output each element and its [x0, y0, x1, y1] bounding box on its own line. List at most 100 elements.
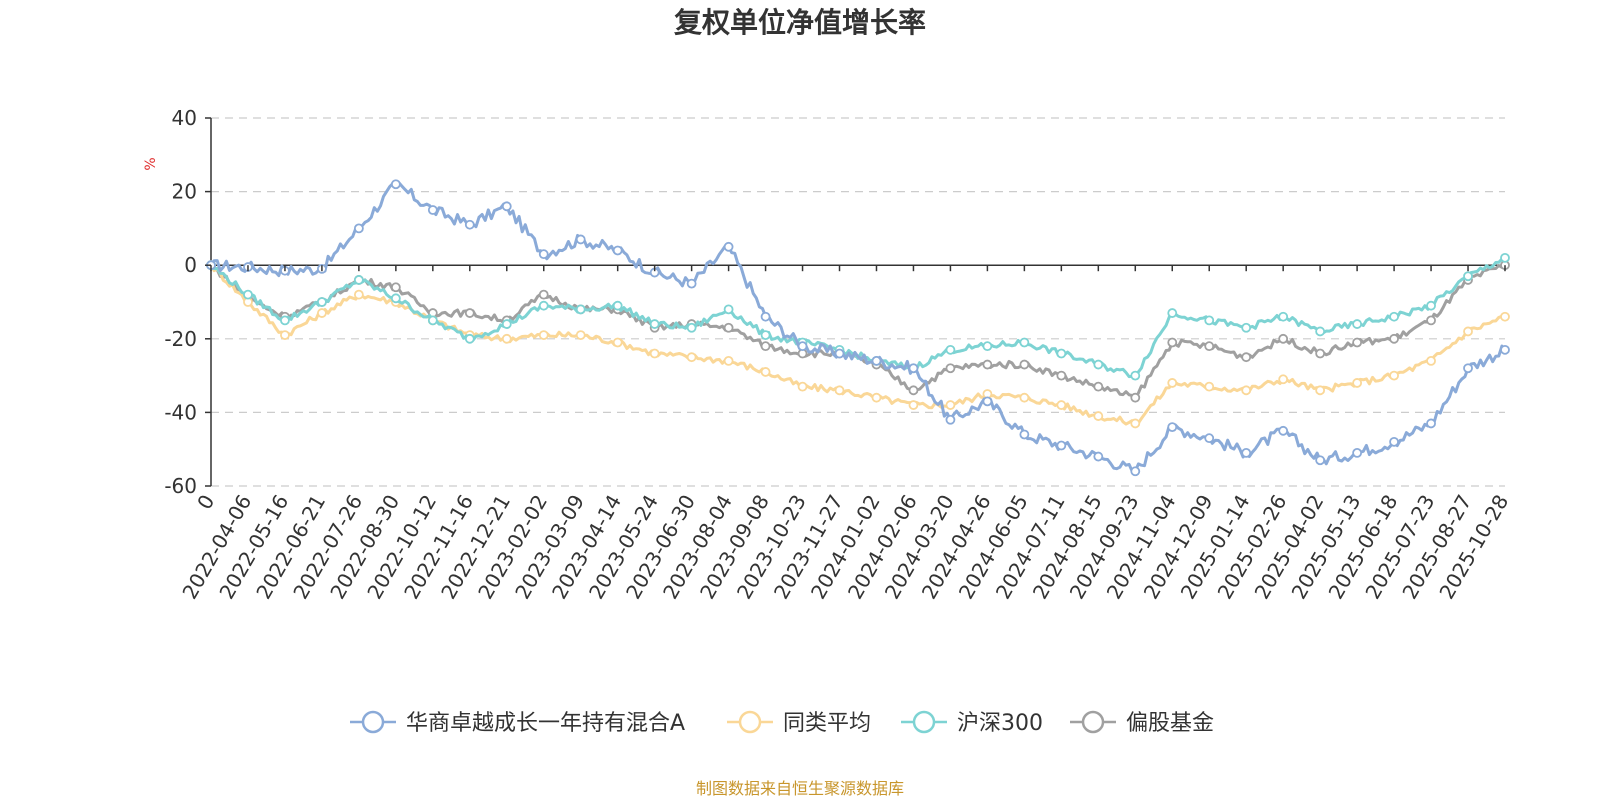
legend-item[interactable]: 同类平均 — [727, 710, 871, 736]
series-line — [209, 181, 1507, 473]
series-0 — [206, 179, 1510, 477]
data-point — [1389, 333, 1399, 344]
data-point — [1315, 385, 1326, 396]
data-point — [575, 234, 586, 245]
data-point — [353, 289, 364, 300]
data-point — [1352, 319, 1363, 329]
data-point — [649, 348, 660, 359]
data-point — [538, 330, 549, 341]
data-point — [686, 322, 697, 333]
legend-item[interactable]: 偏股基金 — [1070, 710, 1214, 736]
legend-marker — [361, 710, 385, 734]
data-point — [1426, 300, 1436, 311]
y-tick-label: -20 — [164, 327, 197, 351]
data-point — [1389, 436, 1399, 447]
data-point — [871, 392, 882, 403]
data-point — [427, 205, 438, 215]
data-point — [1241, 385, 1252, 396]
legend-marker — [912, 710, 936, 734]
data-point — [1241, 352, 1252, 363]
data-point — [1167, 337, 1178, 348]
legend-label: 同类平均 — [783, 711, 871, 736]
data-point — [1167, 422, 1178, 433]
data-point — [1389, 370, 1399, 381]
data-point — [834, 385, 845, 396]
data-point — [464, 308, 475, 318]
data-point — [1019, 359, 1030, 370]
data-point — [760, 311, 771, 322]
axes — [210, 118, 1505, 486]
data-point — [1056, 348, 1067, 359]
data-point — [945, 363, 956, 374]
data-point — [501, 333, 512, 344]
data-point — [501, 319, 512, 329]
data-point — [1500, 344, 1510, 355]
data-point — [1278, 425, 1289, 436]
data-point — [1130, 466, 1141, 477]
data-point — [538, 300, 549, 311]
legend-label: 偏股基金 — [1126, 711, 1214, 736]
data-point — [1204, 381, 1215, 392]
legend-marker — [1081, 710, 1105, 734]
data-point — [1019, 429, 1030, 440]
y-tick-label: -40 — [164, 400, 197, 424]
data-point — [464, 333, 475, 344]
data-point — [1426, 418, 1436, 429]
data-point — [1389, 311, 1399, 322]
legend: 华商卓越成长一年持有混合A 同类平均 沪深300 偏股基金 — [350, 710, 1214, 736]
data-point — [501, 201, 512, 212]
series-1 — [206, 260, 1510, 429]
data-point — [908, 363, 919, 374]
series-2 — [206, 252, 1510, 381]
y-axis-unit: % — [143, 157, 159, 170]
data-point — [723, 355, 734, 366]
data-point — [243, 289, 253, 300]
data-point — [612, 300, 623, 311]
data-point — [1426, 315, 1436, 326]
chart-title: 复权单位净值增长率 — [674, 6, 926, 39]
data-point — [317, 308, 327, 318]
data-point — [945, 414, 956, 425]
series-layer — [206, 179, 1510, 477]
y-tick-label: -60 — [164, 474, 197, 498]
data-point — [280, 315, 290, 326]
data-point — [1463, 326, 1473, 337]
data-point — [1241, 322, 1252, 333]
data-point — [353, 223, 364, 234]
source-note: 制图数据来自恒生聚源数据库 — [696, 779, 904, 798]
data-point — [1278, 374, 1289, 385]
data-point — [982, 341, 993, 352]
data-point — [280, 330, 290, 341]
data-point — [797, 381, 808, 392]
data-point — [464, 219, 475, 230]
data-point — [1426, 355, 1436, 366]
data-point — [1315, 348, 1326, 359]
data-point — [945, 400, 956, 410]
data-point — [1278, 333, 1289, 344]
data-point — [1500, 252, 1510, 263]
data-point — [871, 355, 882, 366]
data-point — [538, 249, 549, 260]
data-point — [538, 289, 549, 300]
legend-item[interactable]: 沪深300 — [901, 710, 1043, 736]
data-point — [723, 241, 734, 252]
data-point — [945, 344, 956, 355]
data-point — [1204, 341, 1215, 352]
legend-item[interactable]: 华商卓越成长一年持有混合A — [350, 710, 685, 736]
data-point — [1093, 451, 1104, 462]
data-point — [317, 297, 327, 307]
data-point — [723, 322, 734, 333]
data-point — [834, 348, 845, 359]
data-point — [1241, 447, 1252, 458]
data-point — [1056, 370, 1067, 381]
data-point — [1352, 447, 1363, 458]
series-3 — [206, 260, 1510, 403]
data-point — [1130, 392, 1141, 403]
data-point — [1204, 315, 1215, 326]
data-point — [723, 304, 734, 315]
data-point — [1278, 311, 1289, 322]
data-point — [982, 359, 993, 370]
data-point — [686, 352, 697, 363]
data-point — [1315, 455, 1326, 466]
series-line — [209, 264, 1506, 426]
